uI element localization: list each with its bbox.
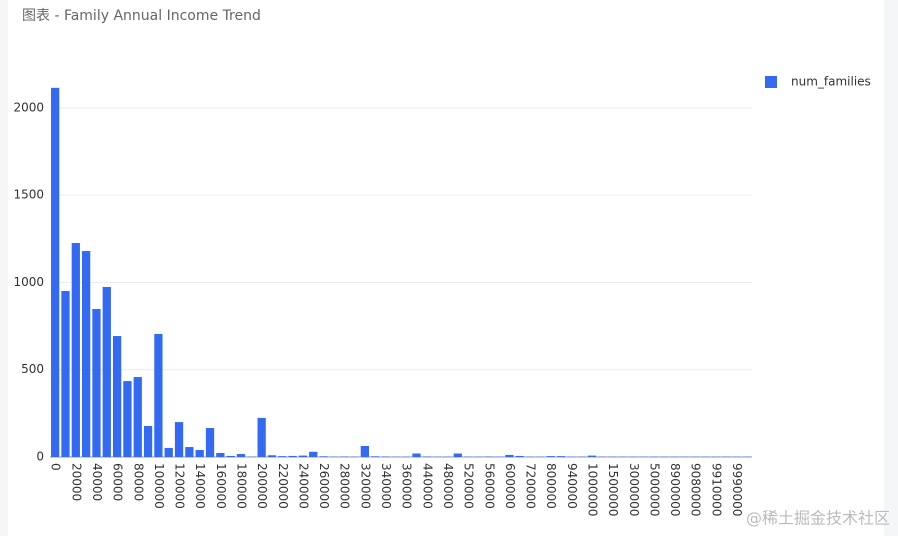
bar	[556, 456, 566, 457]
x-tick-label: 720000	[524, 463, 538, 509]
x-tick-label: 520000	[462, 463, 476, 509]
y-tick-label: 0	[36, 450, 44, 464]
bar	[319, 456, 328, 457]
bar	[257, 417, 266, 457]
x-tick-label: 600000	[503, 463, 517, 509]
x-tick-label: 560000	[482, 463, 496, 509]
x-tick-label: 200000	[255, 463, 269, 509]
x-tick-label: 800000	[544, 463, 558, 509]
bar	[587, 455, 597, 457]
y-tick-label: 500	[21, 362, 44, 376]
x-tick-label: 360000	[400, 463, 414, 509]
bar	[112, 336, 122, 457]
x-tick-label: 280000	[338, 463, 352, 509]
x-tick-label: 440000	[420, 463, 434, 509]
x-tick-label: 60000	[111, 463, 125, 501]
x-tick-label: 160000	[214, 463, 228, 509]
x-tick-label: 9910000	[709, 463, 723, 516]
x-tick-label: 40000	[90, 463, 104, 501]
watermark: @稀土掘金技术社区	[746, 509, 890, 528]
bar	[412, 453, 421, 457]
bar	[288, 455, 297, 457]
bar	[82, 251, 91, 457]
x-tick-label: 240000	[296, 463, 310, 509]
x-tick-label: 120000	[173, 463, 187, 509]
bar	[61, 291, 70, 457]
x-tick-label: 80000	[131, 463, 145, 501]
y-tick-label: 1000	[13, 275, 44, 289]
x-tick-label: 140000	[193, 463, 207, 509]
x-tick-label: 20000	[69, 463, 83, 501]
x-tick-label: 5000000	[647, 463, 661, 516]
bar	[309, 451, 318, 457]
x-tick-label: 480000	[441, 463, 455, 509]
bar	[71, 243, 80, 457]
bar	[143, 425, 153, 457]
bar	[278, 456, 287, 457]
bar	[195, 450, 204, 457]
legend-label: num_families	[791, 75, 871, 89]
y-tick-label: 2000	[13, 100, 44, 114]
y-tick-label: 1500	[13, 188, 44, 202]
x-tick-label: 3000000	[627, 463, 641, 516]
bar	[546, 456, 555, 457]
bar	[174, 422, 184, 457]
bar	[123, 381, 132, 457]
bar	[371, 456, 380, 457]
x-tick-label: 320000	[358, 463, 372, 509]
x-tick-label: 100000	[152, 463, 166, 509]
x-tick-label: 1500000	[606, 463, 620, 516]
bar	[133, 377, 142, 457]
x-tick-label: 9080000	[689, 463, 703, 516]
bar	[381, 456, 390, 457]
bar	[226, 455, 235, 457]
bar	[340, 456, 349, 457]
bar	[154, 333, 163, 457]
x-tick-label: 1000000	[585, 463, 599, 516]
bar	[360, 446, 369, 457]
bar	[185, 447, 194, 457]
legend-swatch	[765, 76, 777, 88]
bar	[453, 453, 462, 457]
bar	[298, 455, 308, 457]
x-tick-label: 340000	[379, 463, 393, 509]
x-tick-label: 9990000	[730, 463, 744, 516]
x-tick-label: 220000	[276, 463, 290, 509]
bar	[236, 454, 246, 457]
x-tick-label: 8900000	[668, 463, 682, 516]
x-tick-label: 180000	[234, 463, 248, 509]
bar	[205, 428, 215, 457]
chart-title: 图表 - Family Annual Income Trend	[22, 8, 261, 24]
bar	[422, 456, 431, 457]
bar	[484, 456, 493, 457]
bar	[267, 455, 277, 457]
x-tick-label: 940000	[565, 463, 579, 509]
bar	[216, 452, 225, 457]
bar	[92, 308, 101, 457]
bar	[102, 286, 111, 457]
bar	[51, 87, 60, 457]
x-tick-label: 0	[49, 463, 63, 471]
bar	[505, 454, 514, 457]
x-tick-label: 260000	[317, 463, 331, 509]
panel	[8, 0, 884, 536]
bar	[164, 447, 173, 457]
bar	[515, 455, 524, 457]
